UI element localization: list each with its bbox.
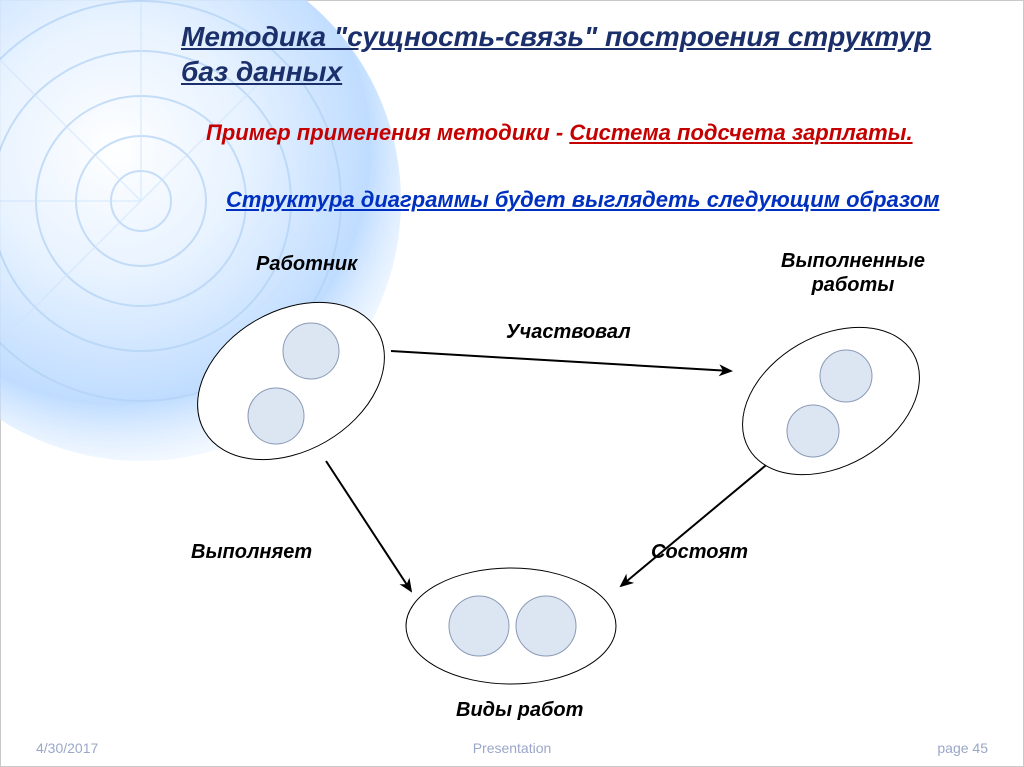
relation-label-performs: Выполняет [191,541,312,564]
edge-performs [326,461,411,591]
node-worker-inner-1 [248,388,304,444]
edge-participated [391,351,731,371]
subtitle-example-prefix: Пример применения методики - [206,120,569,145]
node-work_types-inner-1 [516,596,576,656]
node-work_types-inner-0 [449,596,509,656]
node-worker-inner-0 [283,323,339,379]
entity-label-completed-works: Выполненныеработы [781,249,925,297]
relation-label-consist: Состоят [651,541,748,564]
node-completed_works-inner-1 [787,405,839,457]
er-diagram [1,1,1024,767]
relation-label-participated: Участвовал [506,321,631,344]
edge-consist [621,461,771,586]
entity-label-worker: Работник [256,253,357,276]
entity-label-work-types: Виды работ [456,699,583,722]
footer-center: Presentation [1,740,1023,756]
entity-label-completed-works-text: Выполненныеработы [781,250,925,296]
node-work_types [406,568,616,684]
node-completed_works-inner-0 [820,350,872,402]
subtitle-example: Пример применения методики - Система под… [206,119,976,147]
footer-page: page 45 [937,740,988,756]
node-completed_works [716,297,946,505]
node-worker [169,270,412,491]
subtitle-example-underlined: Система подсчета зарплаты. [569,120,912,145]
slide: Методика "сущность-связь" построения стр… [0,0,1024,767]
subtitle-structure: Структура диаграммы будет выглядеть след… [226,186,976,215]
slide-title: Методика "сущность-связь" построения стр… [181,19,941,89]
